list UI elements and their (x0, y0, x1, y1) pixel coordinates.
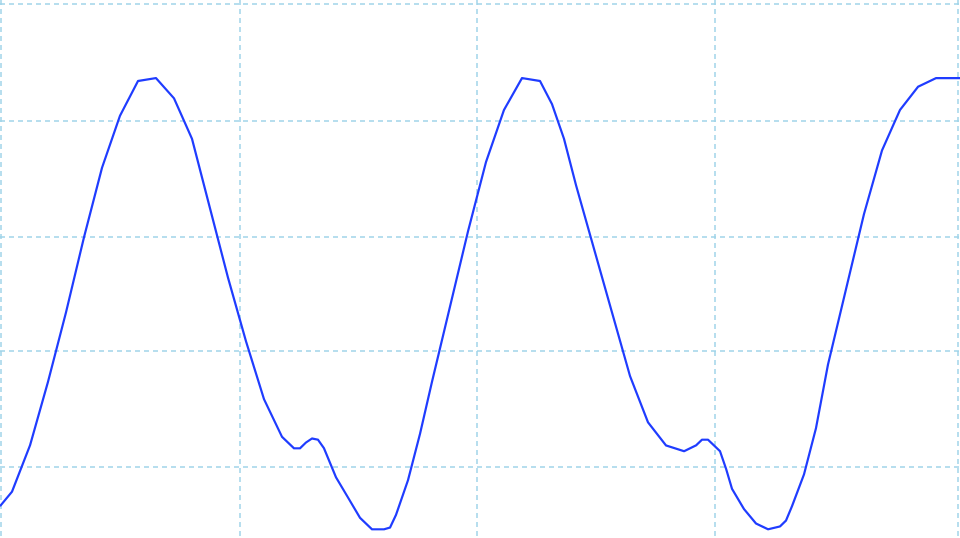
series-line-1 (0, 77, 960, 531)
traces (0, 77, 960, 531)
